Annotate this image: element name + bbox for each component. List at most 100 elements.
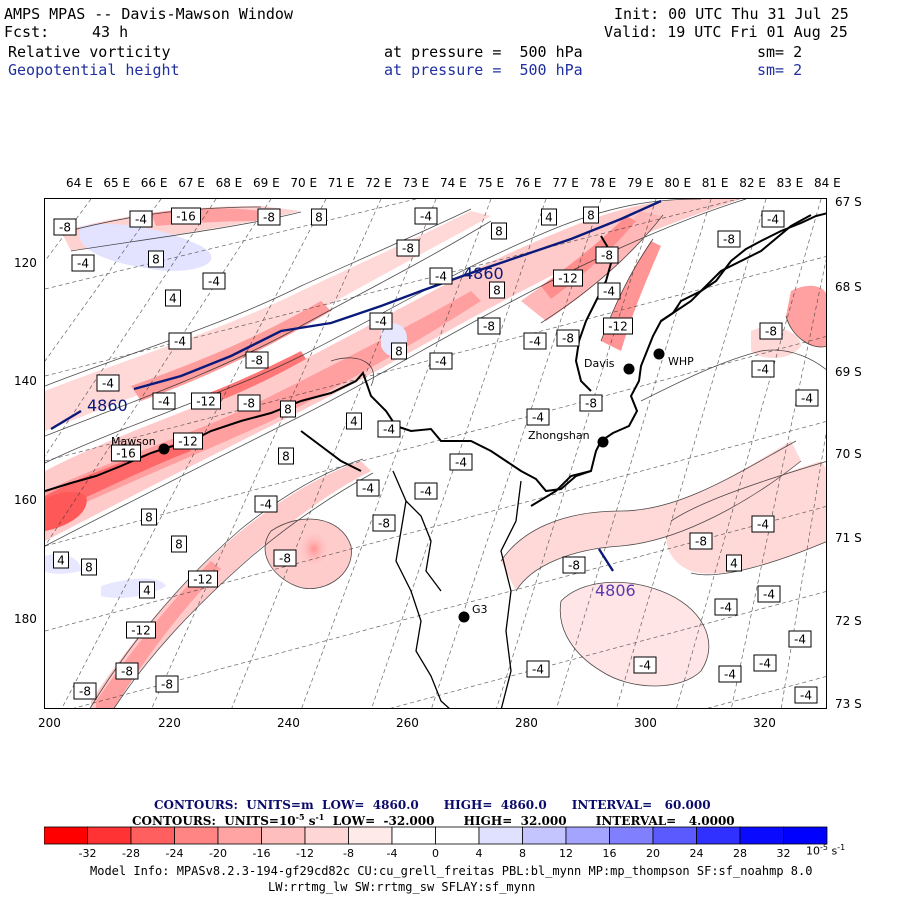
colorbar [44,826,828,845]
vorticity-label: -8 [765,325,777,339]
vorticity-label-box [311,208,327,226]
field2-smoothing: sm= 2 [757,61,803,79]
vorticity-label: -8 [263,211,275,225]
vorticity-label: 8 [493,284,501,298]
vorticity-label: -4 [420,210,432,224]
longitude-label: 69 E [253,176,280,190]
longitude-label: 81 E [701,176,729,190]
model-info-line2: LW:rrtmg_lw SW:rrtmg_sw SFLAY:sf_mynn [268,880,536,894]
colorbar-tick: -20 [209,847,227,860]
colorbar-tick: -12 [296,847,314,860]
colorbar-swatch [783,826,828,845]
vorticity-label-box [429,267,453,285]
vorticity-label: -4 [759,657,771,671]
vorticity-label: -8 [723,233,735,247]
vorticity-label: -4 [260,498,272,512]
vorticity-label-box [202,272,226,290]
colorbar-tick: -28 [122,847,140,860]
vorticity-label-box [280,400,296,418]
vorticity-label: -4 [794,633,806,647]
vorticity-label: -4 [135,213,147,227]
station-marker-zhongshan[interactable] [597,436,609,448]
colorbar-swatch [696,826,741,845]
vorticity-label-box [718,665,742,683]
vorticity-label-box [595,246,619,264]
contour-interval: INTERVAL= 4.0000 [595,814,735,828]
longitude-label: 72 E [365,176,392,190]
vorticity-label-box [523,332,547,350]
vorticity-label-box [369,312,393,330]
colorbar-unit-exp: -5 [820,843,828,852]
colorbar-swatch [261,826,306,845]
vorticity-label-box [71,254,95,272]
vorticity-label-box [81,558,97,576]
vorticity-label-box [414,207,438,225]
init-time: Init: 00 UTC Thu 31 Jul 25 [614,5,849,23]
forecast-hours: 43 h [92,23,129,41]
vorticity-label: -8 [279,552,291,566]
vorticity-label: -4 [420,485,432,499]
vorticity-label-box [583,206,599,224]
longitude-label: 77 E [552,176,579,190]
vorticity-label-box [372,514,396,532]
vorticity-label-box [717,230,741,248]
vorticity-label: -4 [455,456,467,470]
vorticity-label: 4 [57,554,65,568]
vorticity-label-box [126,621,156,639]
colorbar-unit-tail: s [827,844,838,858]
x-tick-label: 300 [634,716,657,730]
vorticity-label-box [477,317,501,335]
vorticity-label-box [491,222,507,240]
vorticity-label-box [168,332,192,350]
vorticity-label: 8 [282,450,290,464]
vorticity-label-box [152,392,176,410]
colorbar-tick: -24 [165,847,184,860]
map-title: AMPS MPAS -- Davis-Mawson Window [4,5,293,23]
longitude-label: 65 E [103,176,131,190]
vorticity-label: -4 [639,659,651,673]
station-marker-whp[interactable] [653,348,665,360]
contour-units: UNITS=m [246,798,314,812]
longitude-label: 75 E [477,176,505,190]
colorbar-swatch [87,826,132,845]
vorticity-label-box [751,515,775,533]
vorticity-label: 4 [169,292,177,306]
vorticity-label-box [541,208,557,226]
vorticity-label-box [155,675,179,693]
colorbar-swatch [609,826,654,845]
map-panel[interactable]: 4860 4860 4806 -16 -4 -8 8 -4 4 8 -8 8 -8 -4 8 -4 -4-… [44,198,827,709]
contour-label: CONTOURS: [132,814,216,828]
vorticity-label: -16 [116,447,136,461]
longitude-label: 66 E [140,176,168,190]
vorticity-label-box [245,351,269,369]
field1-smoothing: sm= 2 [757,43,803,61]
vorticity-label-box [254,495,278,513]
vorticity-label-box [165,289,181,307]
vorticity-label-box [191,392,221,410]
vorticity-label-box [449,453,473,471]
colorbar-swatch [565,826,610,845]
colorbar-unit-base: 10 [806,844,820,858]
vorticity-label-box [171,207,201,225]
height-contour-info: CONTOURS: UNITS=m LOW= 4860.0 HIGH= 4860… [154,798,711,812]
station-marker-g3[interactable] [458,611,470,623]
longitude-label: 74 E [440,176,467,190]
colorbar-swatch [348,826,393,845]
station-marker-davis[interactable] [623,363,635,375]
station-marker-mawson[interactable] [158,443,170,455]
vorticity-label: -12 [558,272,578,286]
latitude-label: 72 S [835,614,862,628]
vorticity-label: -4 [767,213,779,227]
vorticity-label: -4 [158,395,170,409]
vorticity-label-box [356,479,380,497]
vorticity-label: -8 [601,249,613,263]
vorticity-label-box [391,342,407,360]
vorticity-label: 8 [145,511,153,525]
stations: Mawson Davis WHP Zhongshan G3 [111,348,694,623]
longitude-label: 73 E [402,176,430,190]
vorticity-label: -12 [196,395,216,409]
vorticity-label-box [53,551,69,569]
vorticity-label: 4 [350,415,358,429]
field2-name: Geopotential height [8,61,180,79]
colorbar-swatch [652,826,697,845]
